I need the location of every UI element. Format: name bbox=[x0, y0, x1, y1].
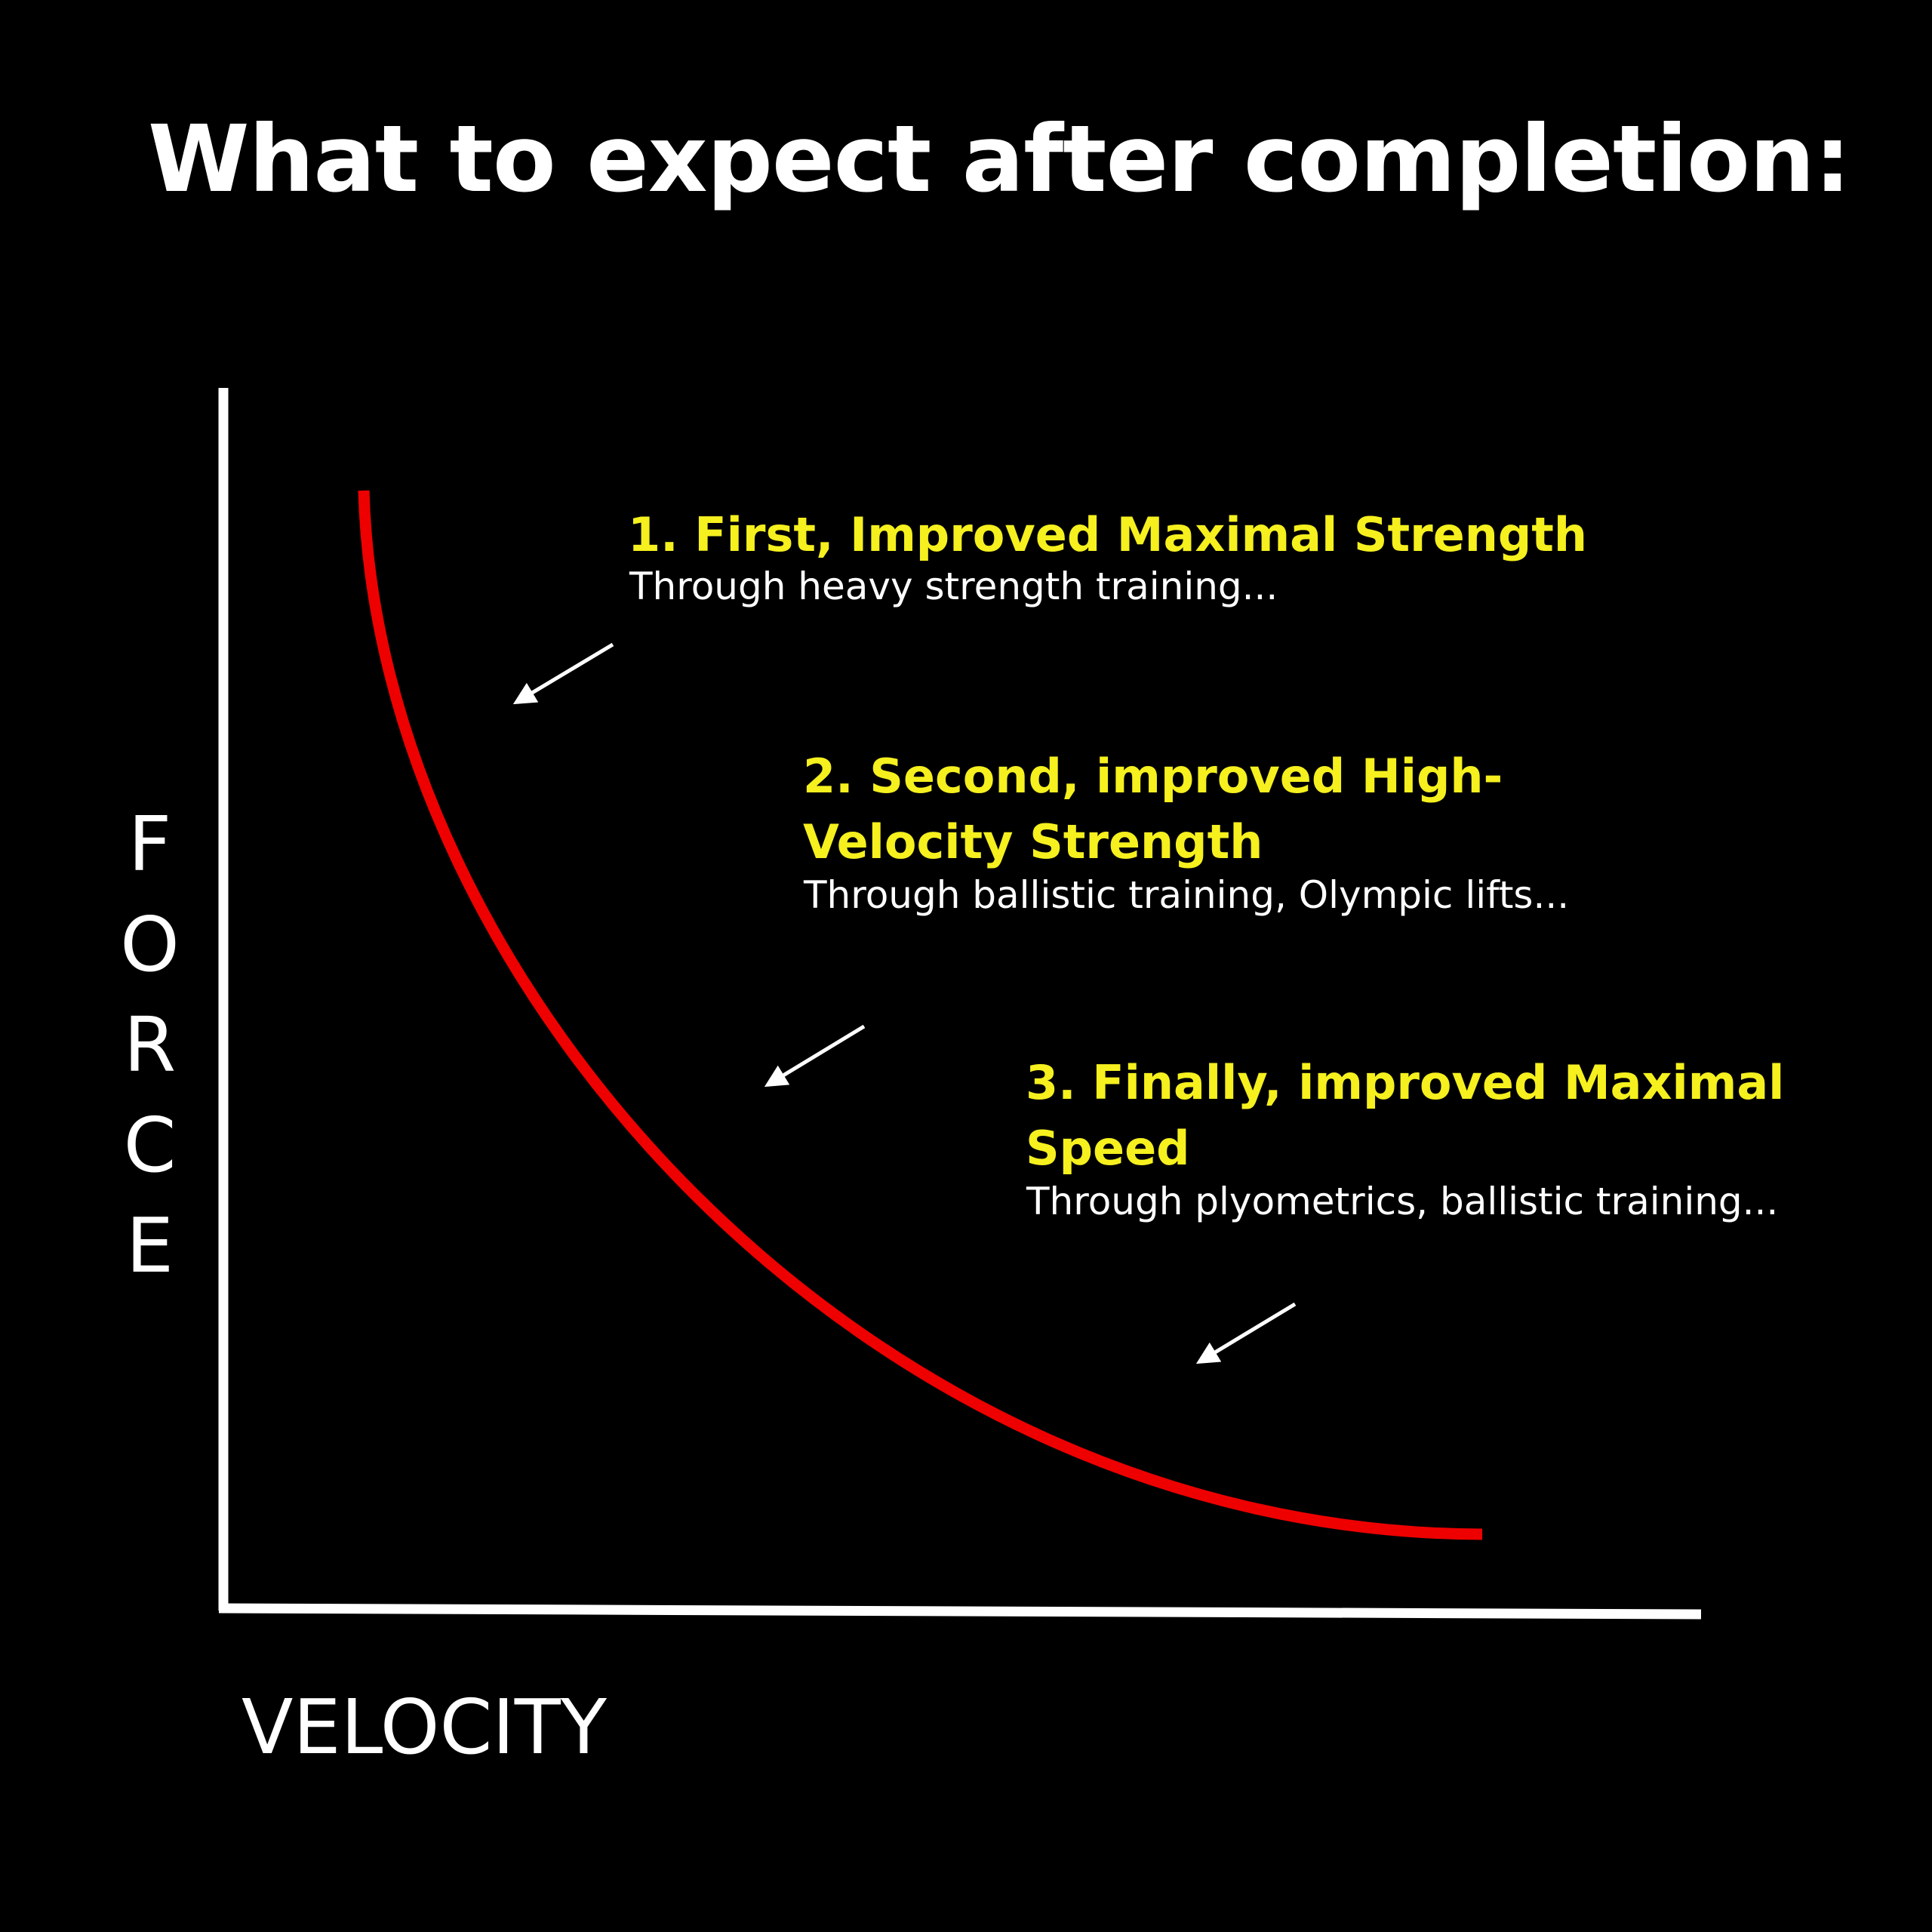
annotation-heading: 1. First, Improved Maximal Strength bbox=[628, 507, 1588, 562]
arrow bbox=[1195, 1302, 1297, 1364]
annotation-text: Through plyometrics, ballistic training.… bbox=[1026, 1180, 1779, 1223]
arrow bbox=[764, 1024, 866, 1088]
title: What to expect after completion: bbox=[148, 106, 1851, 213]
arrow bbox=[512, 642, 614, 705]
x-axis-label: VELOCITY bbox=[242, 1683, 607, 1771]
y-axis-label: FORCE bbox=[106, 800, 194, 1302]
annotation-text: Through heavy strength training... bbox=[629, 565, 1278, 608]
force-velocity-curve bbox=[358, 490, 1483, 1540]
annotation-heading: 3. Finally, improved Maximal Speed bbox=[1026, 1055, 1785, 1176]
x-axis bbox=[218, 1603, 1702, 1620]
annotation-heading: 2. Second, improved High-Velocity Streng… bbox=[803, 749, 1503, 869]
annotation-text: Through ballistic training, Olympic lift… bbox=[804, 873, 1570, 917]
